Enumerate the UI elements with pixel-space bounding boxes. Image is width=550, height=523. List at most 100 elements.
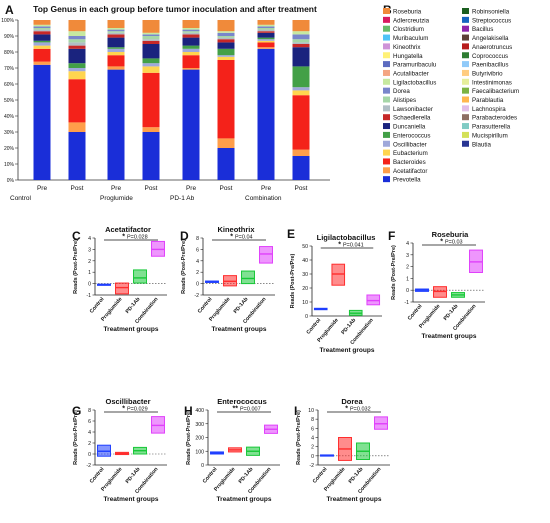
group-label: Proglumide <box>100 195 133 202</box>
legend-swatch <box>462 140 469 147</box>
x-tick-label: Control <box>407 303 424 322</box>
legend-swatch <box>462 43 469 50</box>
y-tick-label: -2 <box>309 463 314 469</box>
y-tick-label: -2 <box>86 463 91 469</box>
box-proglumide <box>115 282 129 295</box>
bar-segment-oscillibacter <box>182 48 200 52</box>
y-tick-label: 2 <box>88 441 91 447</box>
bar-segment-alistipes <box>182 31 200 33</box>
y-tick-label: 20% <box>4 146 15 152</box>
p-value-label: P=0.007 <box>240 407 261 413</box>
legend-swatch <box>383 176 390 183</box>
box-combination <box>259 246 273 264</box>
y-tick-label: 40 <box>302 258 308 264</box>
bar-segment-schaedlerella <box>142 40 160 44</box>
y-axis-title: Reads (Post-Pre/Pre) <box>73 239 79 294</box>
y-tick-label: 0 <box>406 288 409 294</box>
panel-title: Enterococcus <box>217 397 267 406</box>
y-tick-label: 90% <box>4 34 15 40</box>
significance-stars: * <box>230 234 233 241</box>
box-pd-1ab <box>241 270 255 285</box>
y-axis-title: Reads (Post-Pre/Pre) <box>290 253 296 308</box>
x-tick-label: PD-1Ab <box>233 296 250 315</box>
legend-label: Duncaniella <box>393 124 426 131</box>
bar-segment-eubacterium <box>107 52 125 56</box>
y-tick-label: 6 <box>88 419 91 425</box>
legend-swatch <box>462 16 469 23</box>
bar-segment-ligilactobacillus <box>182 28 200 30</box>
y-tick-label: 8 <box>311 417 314 423</box>
bar-segment-dorea <box>257 26 275 28</box>
legend-label: Parasutterella <box>472 124 511 131</box>
legend-swatch <box>383 69 390 76</box>
group-label: PD-1 Ab <box>170 195 195 202</box>
bar-segment-eubacterium <box>257 40 275 43</box>
y-tick-label: 70% <box>4 66 15 72</box>
y-axis-title: Reads (Post-Pre/Pre) <box>73 410 79 465</box>
bar-segment-duncaniella <box>182 37 200 46</box>
box-panel-c: C Acetatifactor -1 0 1 2 3 4 Reads (Post-Pre/Pre… <box>72 225 167 333</box>
legend-swatch <box>462 69 469 76</box>
x-tick-label: Post <box>219 185 232 192</box>
bar-segment-oscillibacter <box>217 55 235 57</box>
bar-segment-lawsonibacter <box>257 29 275 32</box>
legend-label: Prevotella <box>393 177 421 184</box>
y-tick-label: 30 <box>302 272 308 278</box>
bar-segment-lawsonibacter <box>142 39 160 41</box>
bar-segment-schaedlerella <box>292 44 310 48</box>
x-axis-title: Treatment groups <box>320 347 375 354</box>
bar-segment-eubacterium <box>142 66 160 73</box>
legend-label: Robinsoniella <box>472 9 510 16</box>
y-tick-label: 6 <box>311 426 314 432</box>
y-tick-label: 20 <box>302 286 308 292</box>
panel-a-bars <box>33 20 310 180</box>
y-axis-title: Reads (Post-Pre/Pre) <box>296 410 302 465</box>
bar-segment-acetatifactor <box>182 68 200 70</box>
bar-segment-bacteroides <box>142 72 160 128</box>
bar-segment-lawsonibacter <box>182 32 200 35</box>
y-tick-label: 10 <box>308 408 314 414</box>
y-tick-label: 100% <box>1 18 14 24</box>
x-tick-label: PD-1Ab <box>125 296 142 315</box>
significance-stars: ** <box>233 406 239 413</box>
y-tick-label: 200 <box>195 436 204 442</box>
bar-segment-duncaniella <box>292 47 310 67</box>
x-tick-label: Control <box>312 466 329 485</box>
bar-segment-dorea <box>217 32 235 36</box>
bar-segment-prevotella <box>182 69 200 180</box>
legend-swatch <box>383 87 390 94</box>
bar-segment-prevotella <box>217 148 235 180</box>
y-tick-label: 2 <box>311 445 314 451</box>
panel-letter: H <box>184 404 193 418</box>
bar-segment-roseburia <box>182 20 200 28</box>
bar-segment-eubacterium <box>292 90 310 96</box>
bar-segment-ligilactobacillus <box>107 28 125 30</box>
bar-segment-dorea <box>142 34 160 36</box>
legend-swatch <box>462 8 469 14</box>
y-tick-label: 6 <box>196 247 199 253</box>
legend-label: Paramuribaculu <box>393 62 437 69</box>
p-value-label: P=0.03 <box>445 240 463 246</box>
bar-segment-schaedlerella <box>182 34 200 38</box>
p-value-label: P=0.029 <box>127 407 148 413</box>
bar-segment-dorea <box>182 29 200 32</box>
y-tick-label: 2 <box>406 265 409 271</box>
x-tick-label: Control <box>89 466 106 485</box>
bar-segment-dorea <box>33 26 51 28</box>
legend-swatch <box>462 34 469 41</box>
bar-segment-roseburia <box>217 20 235 32</box>
x-tick-label: Post <box>294 185 307 192</box>
bar-segment-ligilactobacillus <box>33 24 51 27</box>
y-tick-label: 0 <box>305 314 308 320</box>
bar-segment-schaedlerella <box>107 34 125 38</box>
box-panel-e: E Ligilactobacillus 0 10 20 30 40 50 Reads (Post… <box>287 227 382 354</box>
legend-label: Ligilactobacillus <box>393 79 436 86</box>
bar-segment-schaedlerella <box>217 39 235 43</box>
significance-stars: * <box>338 242 341 249</box>
box-pd-1ab <box>133 269 147 284</box>
legend-label: Acetatifactor <box>393 168 427 175</box>
legend-swatch <box>383 34 390 41</box>
significance-stars: * <box>122 406 125 413</box>
panel-title: Dorea <box>341 397 363 406</box>
legend-label: Paenibacillus <box>472 62 508 69</box>
